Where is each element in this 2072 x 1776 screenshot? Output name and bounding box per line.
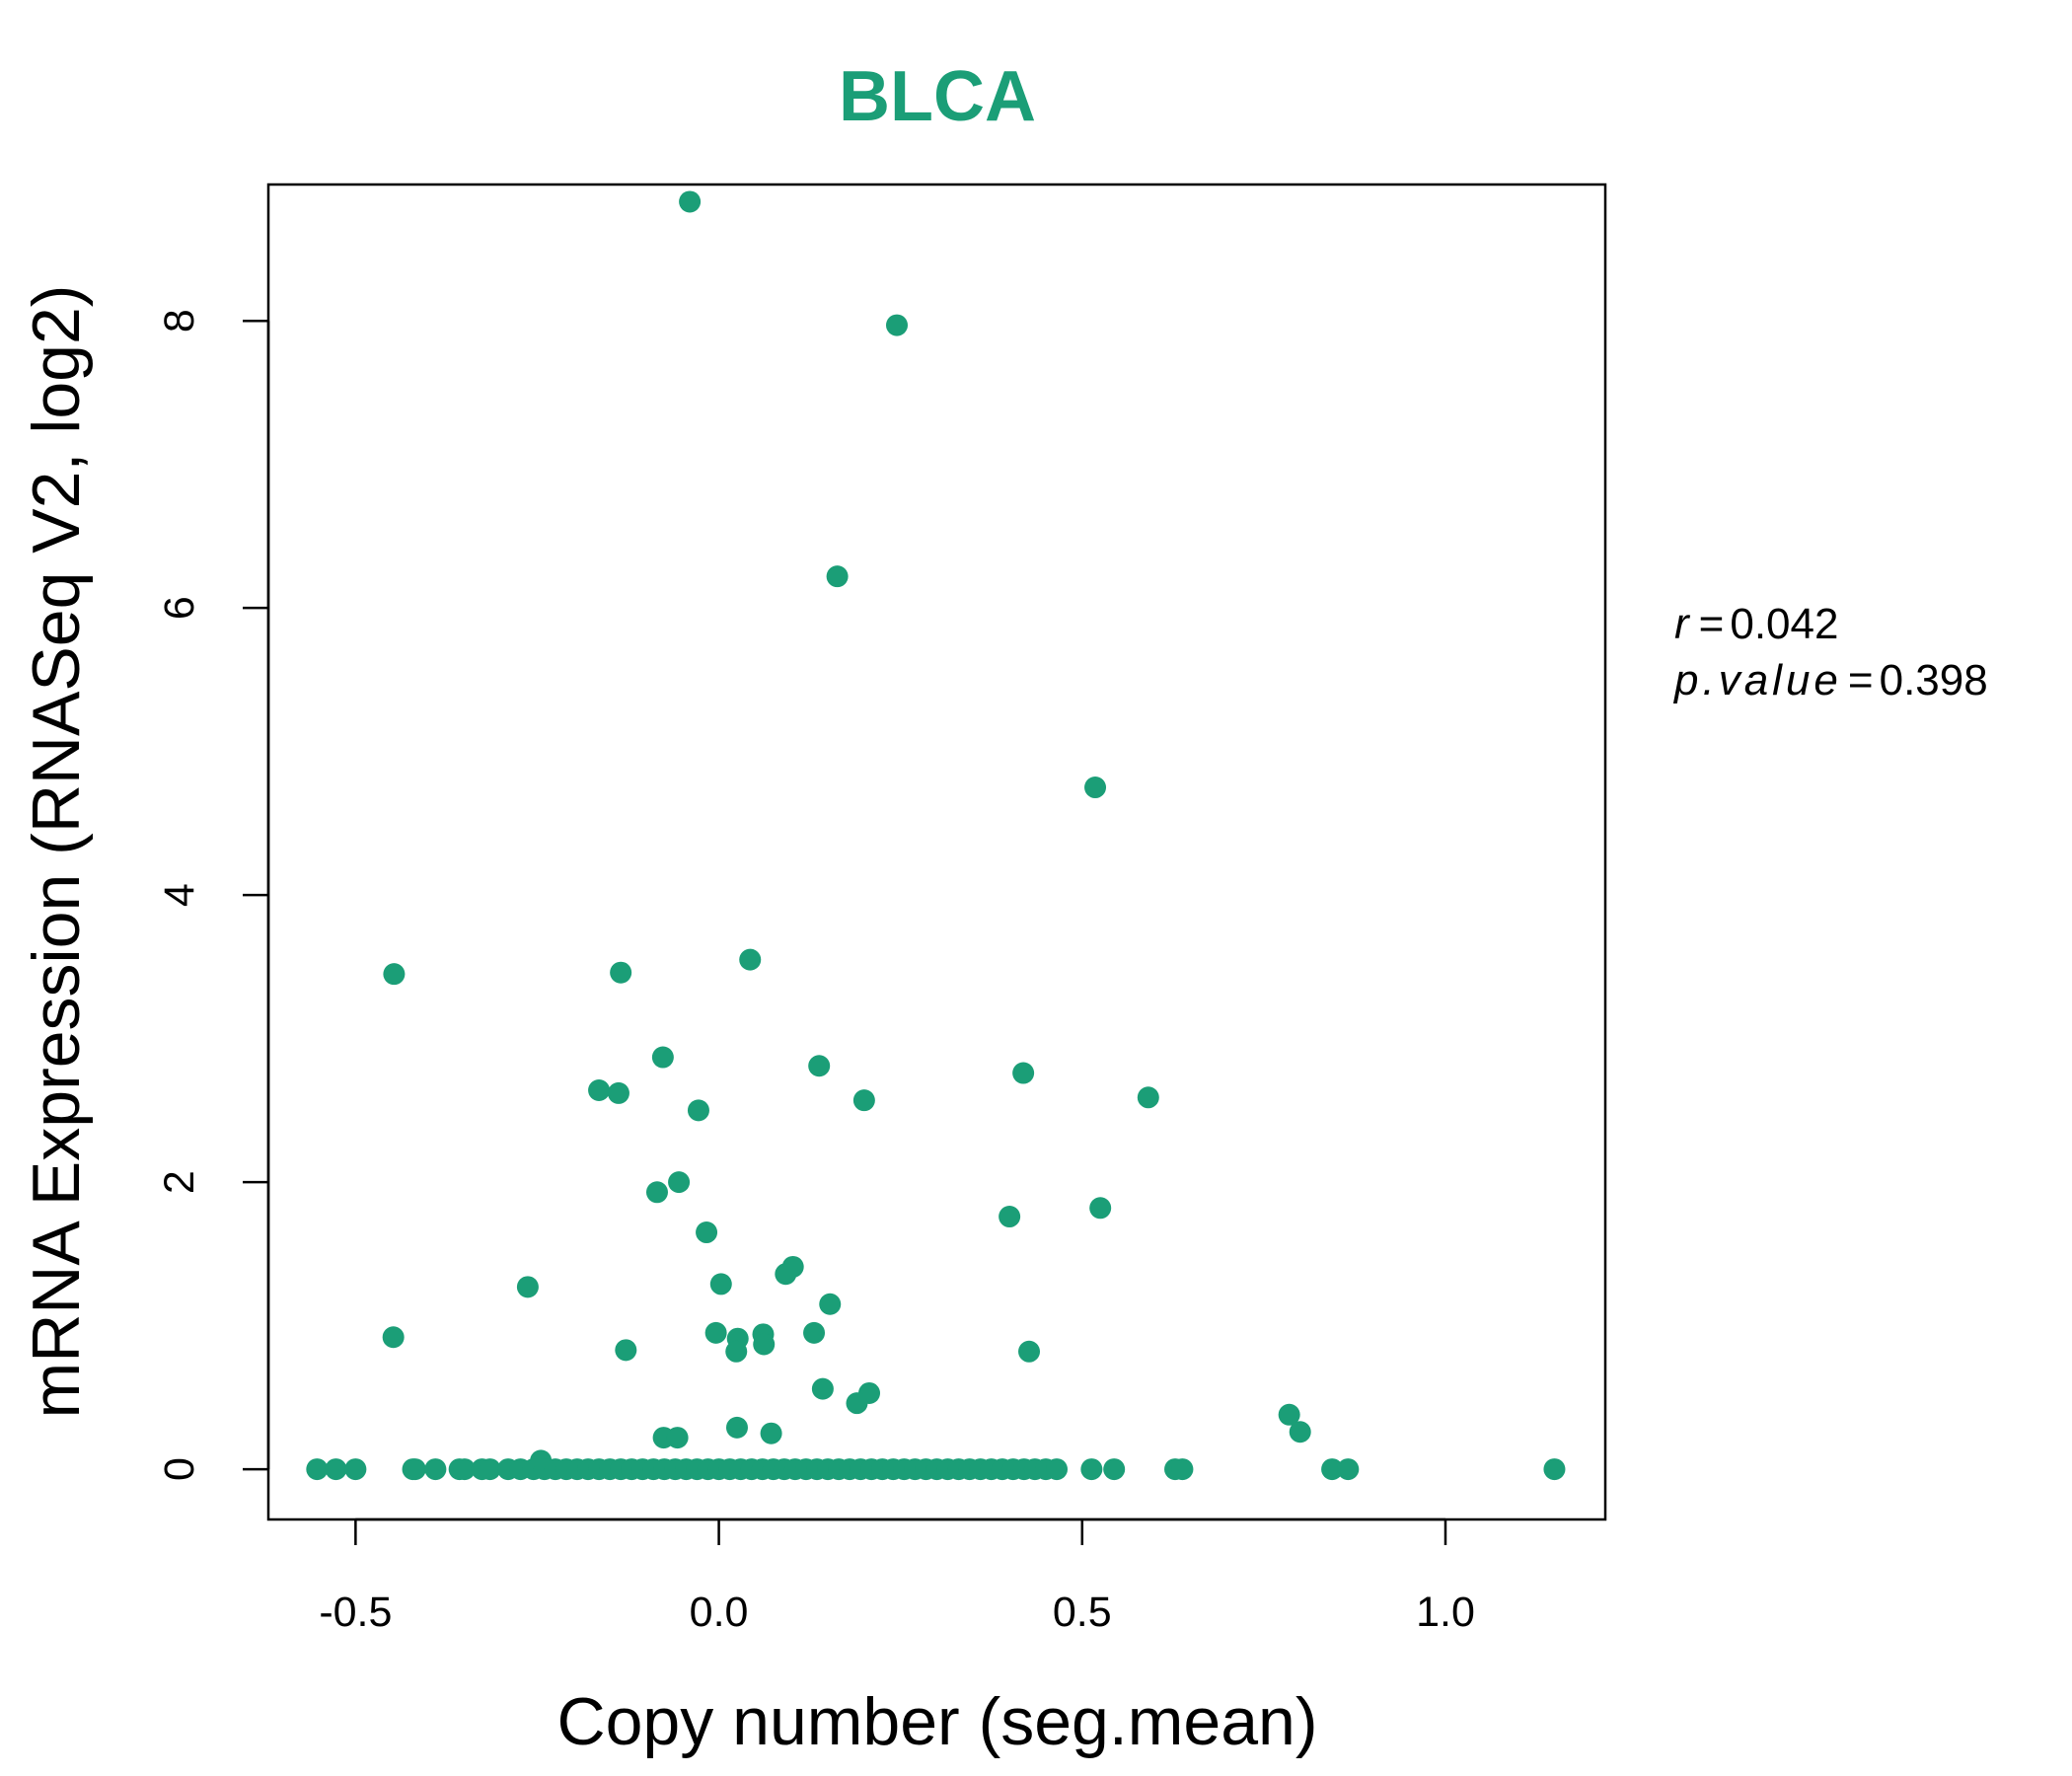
data-point <box>819 1293 842 1315</box>
data-point <box>1289 1421 1311 1443</box>
x-axis-label: Copy number (seg.mean) <box>556 1684 1317 1759</box>
data-point <box>607 1081 629 1104</box>
data-point <box>1171 1458 1194 1481</box>
data-point <box>1080 1458 1103 1481</box>
y-tick-label: 2 <box>156 1170 203 1194</box>
data-point <box>775 1263 797 1286</box>
data-point <box>704 1321 727 1344</box>
data-point <box>1084 777 1107 799</box>
data-point <box>1278 1403 1300 1426</box>
data-point <box>610 961 632 984</box>
data-point <box>760 1422 782 1444</box>
data-point <box>1137 1086 1159 1109</box>
y-tick-label: 0 <box>156 1457 203 1481</box>
data-point <box>382 1326 405 1349</box>
data-point <box>753 1333 776 1356</box>
data-point <box>1046 1458 1069 1481</box>
data-point <box>1337 1458 1360 1481</box>
data-point <box>1321 1458 1344 1481</box>
y-axis: 0 2 4 6 8 <box>156 309 270 1481</box>
data-point <box>808 1055 831 1077</box>
y-axis-label: mRNA Expression (RNASeq V2, log2) <box>19 285 94 1419</box>
data-point <box>344 1458 367 1481</box>
stats-annotation: r = 0.042 p.value = 0.398 <box>1672 600 1988 704</box>
data-point <box>404 1458 426 1481</box>
pvalue-stat: p.value = 0.398 <box>1672 656 1988 704</box>
data-point <box>725 1416 748 1439</box>
data-points <box>306 190 1566 1481</box>
data-point <box>1018 1340 1041 1363</box>
chart-title: BLCA <box>839 57 1036 136</box>
data-point <box>1103 1458 1126 1481</box>
r-value: 0.042 <box>1730 600 1838 648</box>
x-tick-label: 0.5 <box>1053 1589 1112 1636</box>
data-point <box>696 1221 718 1244</box>
data-point <box>383 963 406 986</box>
x-axis: -0.5 0.0 0.5 1.0 <box>319 1517 1475 1636</box>
data-point <box>651 1046 674 1069</box>
x-tick-label: -0.5 <box>319 1589 392 1636</box>
data-point <box>668 1171 691 1194</box>
data-point <box>645 1181 668 1204</box>
data-point <box>424 1458 447 1481</box>
data-point <box>325 1458 347 1481</box>
data-point <box>588 1079 611 1102</box>
y-tick-label: 8 <box>156 309 203 333</box>
data-point <box>725 1340 748 1363</box>
p-label: p.value <box>1672 656 1842 704</box>
data-point <box>666 1427 689 1449</box>
data-point <box>1089 1197 1112 1220</box>
r-label: r <box>1674 600 1691 648</box>
data-point <box>885 314 908 336</box>
p-value: 0.398 <box>1880 656 1988 704</box>
x-tick-label: 1.0 <box>1416 1589 1475 1636</box>
y-tick-label: 4 <box>156 883 203 907</box>
data-point <box>679 190 702 213</box>
data-point <box>803 1321 826 1344</box>
data-point <box>1012 1062 1035 1084</box>
data-point <box>811 1377 834 1400</box>
data-point <box>1543 1458 1566 1481</box>
correlation-stat: r = 0.042 <box>1674 600 1838 648</box>
data-point <box>826 565 849 588</box>
data-point <box>479 1458 501 1481</box>
data-point <box>739 948 762 971</box>
data-point <box>306 1458 329 1481</box>
data-point <box>687 1099 709 1122</box>
data-point <box>615 1339 637 1362</box>
data-point <box>852 1089 875 1112</box>
data-point <box>709 1273 732 1295</box>
data-point <box>453 1458 476 1481</box>
data-point <box>516 1276 539 1298</box>
y-tick-label: 6 <box>156 596 203 620</box>
data-point <box>999 1206 1021 1228</box>
x-tick-label: 0.0 <box>690 1589 749 1636</box>
data-point <box>846 1392 868 1415</box>
